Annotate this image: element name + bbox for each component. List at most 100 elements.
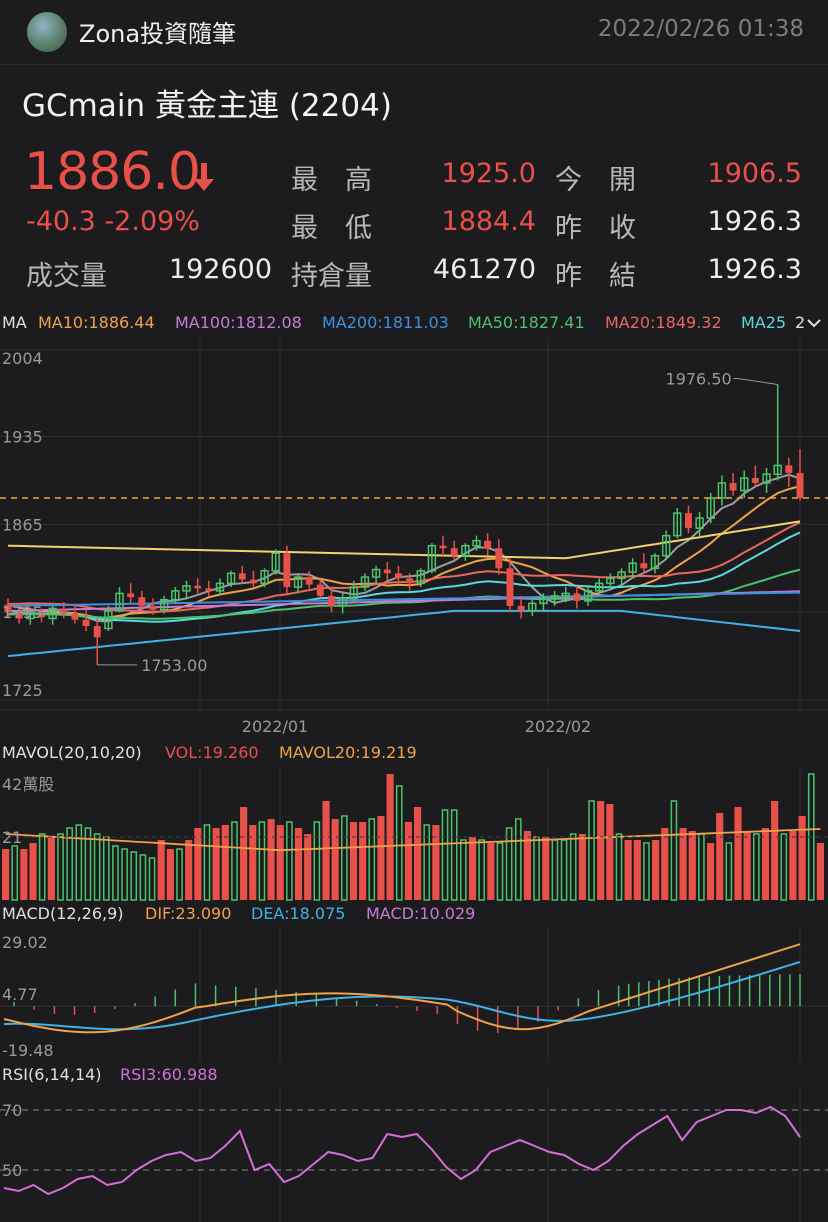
volume-bar [597,801,605,900]
candle-body [661,534,671,557]
candle-body [82,619,90,626]
volume-bar [166,849,174,900]
lower-band-line [7,609,801,658]
candle-body [360,576,370,588]
volume-bar [185,840,193,900]
candle-body [271,552,280,572]
open-label: 今 開 [555,165,636,196]
volume-chart[interactable]: 42萬股 21 [0,766,828,902]
candle-body [205,588,213,591]
price-chart[interactable]: 2004 1935 1865 1795 1725 2022/01 2022/02 1976.5… [0,338,828,740]
volume-bar [468,837,477,900]
volume-bar [505,827,513,901]
candle-body [93,625,101,638]
y-tick-label: 2004 [2,349,43,368]
volume-bar [313,821,321,901]
dif-line [3,943,801,1034]
candle-body [338,597,347,607]
rsi-chart[interactable]: 70 50 [0,1088,828,1222]
volume-bar [780,833,788,901]
volume-bar [523,831,532,900]
candle-body [583,590,593,602]
candle-body [450,548,458,556]
candle-body [349,586,359,600]
candle-body [684,513,692,529]
candle-body [283,553,291,588]
volume-legend-vol: VOL:19.260 [165,743,259,762]
volume-bar [798,816,806,900]
ma25-line [7,531,801,623]
prev-settle-value: 1926.3 [707,254,802,285]
ma-legend-item: MA25 [741,313,787,332]
volume-bar [533,836,540,901]
y-tick-label: 50 [2,1161,22,1180]
volume-bar [84,827,92,901]
candle-body [4,604,12,613]
candle-body [38,614,45,618]
volume-bar [578,834,586,900]
y-tick-label: 1935 [2,428,43,447]
y-tick-label: 29.02 [2,933,48,952]
last-price: 1886.0 [24,142,201,202]
ma50-line [7,568,801,620]
volume-bar [706,843,715,900]
candle-body [115,592,124,612]
high-label: 最 高 [291,165,372,196]
volume-bar [633,840,641,900]
volume-bar [761,828,770,900]
ma-yellow-line [7,520,801,560]
candle-body [71,613,79,620]
volume-value: 192600 [168,254,272,285]
volume-bar [304,834,312,900]
volume-bar [112,845,119,901]
volume-bar [679,828,687,900]
candle-body [506,568,514,606]
volume-bar [240,807,248,900]
ma10-line [7,485,801,619]
ma-legend[interactable]: MA MA10:1886.44 MA100:1812.08 MA200:1811… [0,310,828,338]
volume-bar [102,836,110,901]
candle-body [472,539,481,547]
volume-bar [725,842,733,901]
candle-body [48,607,57,620]
volume-bar [569,833,577,901]
volume-bar [221,825,229,900]
candle-body [762,473,771,484]
ma-legend-item: MA10:1886.44 [38,313,155,332]
candle-body [26,611,35,620]
candle-body [461,544,470,557]
avatar[interactable] [27,12,67,52]
volume-bar [441,809,449,901]
candle-body [439,545,447,549]
volume-bar [560,839,568,901]
volume-bar [789,831,797,900]
volume-bar [615,833,623,901]
volume-bar [487,843,495,900]
volume-bar [294,828,303,900]
candle-body [706,497,715,519]
volume-bar [643,842,650,901]
volume-bar [75,824,83,901]
volume-bar [203,824,211,901]
macd-chart[interactable]: 29.02 4.77 -19.48 [0,926,828,1062]
low-value: 1884.4 [441,206,536,237]
candle-body [717,482,727,499]
candle-body [249,579,257,584]
candle-body [60,609,68,614]
volume-bar [130,851,138,901]
y-tick-label: 1795 [2,603,43,622]
volume-bar [249,825,257,900]
chevron-down-icon[interactable] [806,316,822,330]
candle-body [138,597,146,606]
candle-body [606,577,615,585]
ma5-line [7,473,801,623]
candle-body [226,572,236,585]
volume-bar [286,821,293,901]
candle-body [517,605,525,611]
volume-bar [20,849,28,900]
annotation-leader [733,377,778,385]
volume-bar [267,819,275,900]
volume-bar [377,816,385,900]
ma-legend-item: MA50:1827.41 [468,313,585,332]
candle-body [528,602,537,612]
